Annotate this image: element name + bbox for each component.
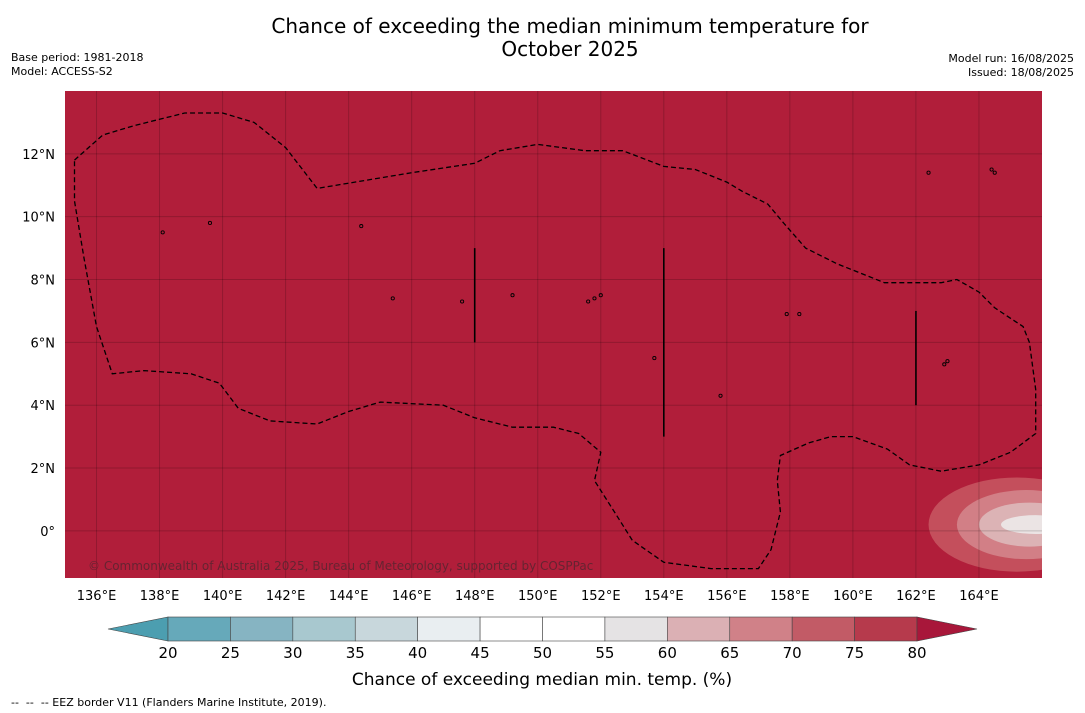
probability-anomaly-patch bbox=[928, 477, 1042, 572]
x-tick-label: 160°E bbox=[833, 589, 873, 604]
map-plot-area[interactable]: © Commonwealth of Australia 2025, Bureau… bbox=[48, 14, 1085, 578]
line-features bbox=[473, 248, 917, 437]
colorbar-tick-label: 30 bbox=[283, 644, 302, 662]
map-title: Chance of exceeding the median minimum t… bbox=[220, 15, 920, 61]
island-outline bbox=[460, 299, 465, 304]
x-tick-label: 150°E bbox=[518, 589, 558, 604]
colorbar-tick-label: 40 bbox=[408, 644, 427, 662]
title-line-2: October 2025 bbox=[501, 37, 639, 61]
colorbar-tick-label: 55 bbox=[595, 644, 614, 662]
island-outline bbox=[942, 362, 947, 367]
colorbar-tick-label: 65 bbox=[720, 644, 739, 662]
colorbar-block-60-65 bbox=[667, 616, 731, 642]
title-line-1: Chance of exceeding the median minimum t… bbox=[271, 14, 869, 38]
colorbar-block-65-70 bbox=[729, 616, 793, 642]
x-tick-label: 164°E bbox=[959, 589, 999, 604]
colorbar-tick-label: 70 bbox=[783, 644, 802, 662]
eez-border bbox=[73, 112, 1037, 570]
colorbar-tick-label: 75 bbox=[845, 644, 864, 662]
island-outline bbox=[586, 299, 591, 304]
colorbar-block-40-45 bbox=[417, 616, 481, 642]
island-outline bbox=[510, 293, 515, 298]
metadata-left: Base period: 1981-2018 Model: ACCESS-S2 bbox=[11, 51, 143, 79]
colorbar-block-75-80 bbox=[854, 616, 918, 642]
issued-date: Issued: 18/08/2025 bbox=[967, 66, 1074, 79]
island-outline bbox=[410, 14, 413, 17]
island-outline bbox=[592, 296, 597, 301]
probability-field-background bbox=[65, 91, 1042, 578]
x-tick-label: 144°E bbox=[329, 589, 369, 604]
island-outline bbox=[51, 297, 54, 300]
model-run: Model run: 16/08/2025 bbox=[948, 52, 1074, 65]
x-tick-label: 156°E bbox=[707, 589, 747, 604]
island-outline bbox=[784, 312, 789, 317]
island-outline bbox=[390, 296, 395, 301]
copyright-credit: © Commonwealth of Australia 2025, Bureau… bbox=[88, 559, 593, 573]
colorbar-tick-label: 35 bbox=[346, 644, 365, 662]
island-outline bbox=[359, 224, 364, 229]
y-tick-label: 2°N bbox=[31, 462, 56, 477]
colorbar-title: Chance of exceeding median min. temp. (%… bbox=[352, 670, 732, 690]
colorbar-block-55-60 bbox=[604, 616, 668, 642]
metadata-right: Model run: 16/08/2025 Issued: 18/08/2025 bbox=[948, 52, 1074, 80]
island-outline bbox=[945, 359, 950, 364]
x-tick-label: 154°E bbox=[644, 589, 684, 604]
colorbar-tick-label: 80 bbox=[907, 644, 926, 662]
island-outline bbox=[598, 293, 603, 298]
colorbar-tick-label: 45 bbox=[471, 644, 490, 662]
x-tick-label: 140°E bbox=[203, 589, 243, 604]
island-outline bbox=[652, 356, 657, 361]
island-outline bbox=[160, 230, 165, 235]
island-outline bbox=[48, 303, 51, 306]
colorbar-block-35-40 bbox=[354, 616, 418, 642]
model-name: Model: ACCESS-S2 bbox=[11, 65, 113, 78]
x-tick-label: 162°E bbox=[896, 589, 936, 604]
island-outline bbox=[926, 170, 931, 175]
eez-footnote: -- -- -- EEZ border V11 (Flanders Marine… bbox=[11, 696, 327, 709]
x-tick-label: 158°E bbox=[770, 589, 810, 604]
y-tick-label: 4°N bbox=[31, 399, 56, 414]
x-axis-ticks: 136°E 138°E 140°E 142°E 144°E 146°E 148°E 150°E… bbox=[77, 589, 999, 604]
colorbar-block-25-30 bbox=[230, 616, 294, 642]
colorbar-blocks bbox=[167, 616, 918, 642]
x-tick-label: 148°E bbox=[455, 589, 495, 604]
y-tick-label: 12°N bbox=[22, 148, 55, 163]
y-tick-label: 8°N bbox=[31, 274, 56, 289]
x-tick-label: 152°E bbox=[581, 589, 621, 604]
colorbar-tick-label: 60 bbox=[658, 644, 677, 662]
colorbar-tick-label: 50 bbox=[533, 644, 552, 662]
y-axis-ticks: 12°N 10°N 8°N 6°N 4°N 2°N 0° bbox=[22, 148, 55, 540]
y-tick-label: 0° bbox=[40, 525, 55, 540]
y-tick-label: 10°N bbox=[22, 211, 55, 226]
colorbar-tick-label: 25 bbox=[221, 644, 240, 662]
y-tick-label: 6°N bbox=[31, 336, 56, 351]
island-outline bbox=[992, 170, 997, 175]
x-tick-label: 142°E bbox=[266, 589, 306, 604]
colorbar-tick-label: 20 bbox=[158, 644, 177, 662]
island-coastlines bbox=[48, 14, 997, 398]
island-outline bbox=[718, 393, 723, 398]
colorbar-block-45-50 bbox=[479, 616, 543, 642]
x-tick-label: 136°E bbox=[77, 589, 117, 604]
colorbar-under-arrow bbox=[107, 616, 169, 642]
x-tick-label: 146°E bbox=[392, 589, 432, 604]
colorbar-block-30-35 bbox=[292, 616, 356, 642]
island-outline bbox=[797, 312, 802, 317]
patch-level-3 bbox=[1001, 515, 1042, 535]
colorbar-block-20-25 bbox=[167, 616, 231, 642]
island-outline bbox=[989, 167, 994, 172]
colorbar: 20 25 30 35 40 45 50 55 60 65 70 75 80 Chance of exc… bbox=[107, 616, 978, 690]
colorbar-over-arrow bbox=[916, 616, 978, 642]
base-period: Base period: 1981-2018 bbox=[11, 51, 144, 64]
colorbar-block-50-55 bbox=[542, 616, 606, 642]
colorbar-tick-labels: 20 25 30 35 40 45 50 55 60 65 70 75 80 bbox=[158, 644, 926, 662]
island-outline bbox=[401, 55, 404, 58]
x-tick-label: 138°E bbox=[140, 589, 180, 604]
island-outline bbox=[207, 220, 213, 226]
colorbar-block-70-75 bbox=[791, 616, 855, 642]
